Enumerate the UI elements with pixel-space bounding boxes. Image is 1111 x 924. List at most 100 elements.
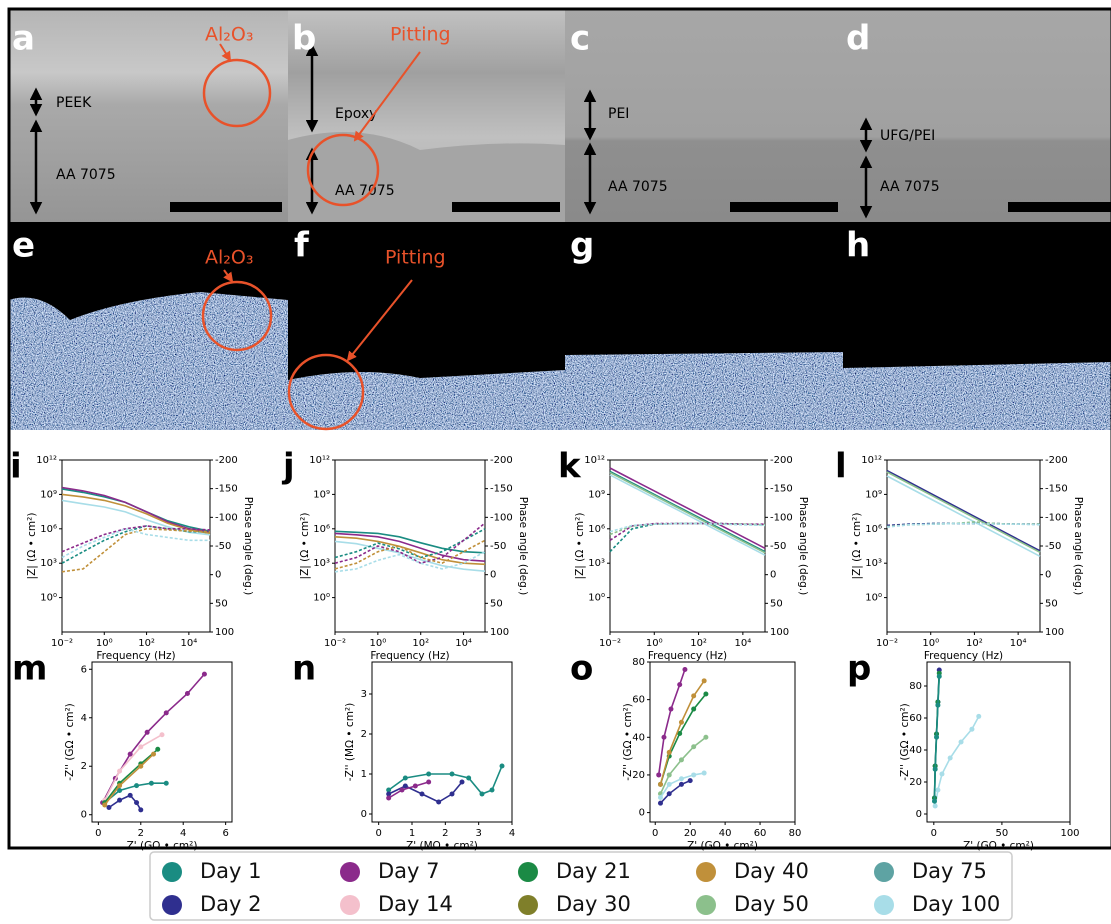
y-tick-label: 1 xyxy=(361,769,367,780)
legend-marker xyxy=(874,895,894,915)
x-axis-label: Frequency (Hz) xyxy=(96,650,175,662)
x-tick-label: 1 xyxy=(409,828,415,839)
data-point xyxy=(703,734,709,740)
y2-tick-label: -100 xyxy=(490,512,513,523)
y2-tick-label: -150 xyxy=(1045,484,1068,495)
x-tick-label: 10⁻² xyxy=(876,638,898,649)
y-tick-label: 10⁹ xyxy=(588,489,605,500)
x-tick-label: 10² xyxy=(966,638,983,649)
y2-tick-label: -100 xyxy=(1045,512,1068,523)
y2-tick-label: -50 xyxy=(770,541,786,552)
impedance-line xyxy=(609,470,766,553)
x-tick-label: 10⁴ xyxy=(455,638,472,649)
data-point xyxy=(117,783,123,789)
data-point xyxy=(134,783,140,789)
data-point xyxy=(436,799,442,805)
y-tick-label: 10⁹ xyxy=(865,489,882,500)
x-tick-label: 60 xyxy=(754,828,767,839)
frame xyxy=(7,7,1111,850)
legend-marker xyxy=(340,862,360,882)
y2-tick-label: 100 xyxy=(1045,627,1064,638)
x-tick-label: 10⁴ xyxy=(180,638,197,649)
data-point xyxy=(426,771,432,777)
sem-layer xyxy=(288,132,565,222)
callout-circle xyxy=(287,353,365,431)
panel-label: g xyxy=(570,226,594,266)
y2-tick-label: 0 xyxy=(1045,570,1051,581)
data-point xyxy=(701,678,707,684)
data-point xyxy=(687,778,693,784)
fit-line xyxy=(659,779,691,804)
data-point xyxy=(117,797,123,803)
phase-line xyxy=(61,525,211,553)
x-tick-label: 100 xyxy=(1060,828,1079,839)
legend-marker xyxy=(696,895,716,915)
panel-label: a xyxy=(12,19,35,59)
y-tick-label: 10⁶ xyxy=(40,524,57,535)
data-point xyxy=(127,751,133,757)
data-point xyxy=(163,780,169,786)
panel-label: o xyxy=(570,649,593,689)
data-point xyxy=(134,800,140,806)
x-axis-label: Z' (GΩ • cm²) xyxy=(687,840,758,852)
y2-tick-label: 0 xyxy=(490,570,496,581)
data-point xyxy=(947,755,953,761)
eds-map xyxy=(843,362,1111,430)
panel-label: i xyxy=(10,447,22,487)
fit-line xyxy=(388,781,463,803)
legend-marker xyxy=(340,895,360,915)
legend-label: Day 50 xyxy=(734,892,809,916)
plot-area xyxy=(334,459,486,633)
y-tick-label: 10⁶ xyxy=(865,524,882,535)
callout: Pitting xyxy=(390,24,451,46)
data-point xyxy=(691,744,697,750)
x-tick-label: 10² xyxy=(138,638,155,649)
x-tick-label: 4 xyxy=(180,828,186,839)
phase-line xyxy=(609,522,766,533)
panel-label: b xyxy=(292,19,316,59)
y-tick-label: 10⁰ xyxy=(40,593,57,604)
x-tick-label: 50 xyxy=(996,828,1009,839)
data-point xyxy=(419,791,425,797)
impedance-line xyxy=(886,475,1041,558)
legend-label: Day 75 xyxy=(912,859,987,883)
x-tick-label: 10⁰ xyxy=(369,638,386,649)
y2-tick-label: -100 xyxy=(215,512,238,523)
x-axis-label: Frequency (Hz) xyxy=(648,650,727,662)
arrows xyxy=(29,43,873,219)
y-tick-label: 10⁰ xyxy=(313,593,330,604)
data-point xyxy=(479,791,485,797)
annotation: Epoxy xyxy=(335,106,377,122)
data-point xyxy=(426,779,432,785)
x-tick-label: 40 xyxy=(719,828,732,839)
panel-label: l xyxy=(835,447,847,487)
data-point xyxy=(151,751,157,757)
callout-circle xyxy=(201,280,273,352)
y2-tick-label: 100 xyxy=(490,627,509,638)
y2-tick-label: -150 xyxy=(215,484,238,495)
legend-label: Day 14 xyxy=(378,892,453,916)
y2-axis-label: Phase angle (deg.) xyxy=(242,497,254,595)
legend-marker xyxy=(162,862,182,882)
x-tick-label: 20 xyxy=(684,828,697,839)
y-tick-label: 10¹² xyxy=(584,455,605,466)
eds-map xyxy=(9,292,288,430)
phase-line xyxy=(886,522,1041,528)
data-point xyxy=(934,734,940,740)
callout-arrow xyxy=(219,43,232,62)
data-point xyxy=(935,787,941,793)
impedance-line xyxy=(609,471,766,554)
y2-tick-label: -100 xyxy=(770,512,793,523)
data-point xyxy=(682,667,688,673)
plot-area xyxy=(609,459,766,633)
impedance-line xyxy=(61,493,211,535)
panel-label: d xyxy=(846,19,870,59)
y2-tick-label: 50 xyxy=(770,598,783,609)
callout-circle xyxy=(306,133,380,207)
y2-tick-label: -50 xyxy=(215,541,231,552)
y-tick-label: 40 xyxy=(632,732,645,743)
panel-label: c xyxy=(570,19,590,59)
y-tick-label: 0 xyxy=(81,810,87,821)
panel-label: k xyxy=(558,447,582,487)
